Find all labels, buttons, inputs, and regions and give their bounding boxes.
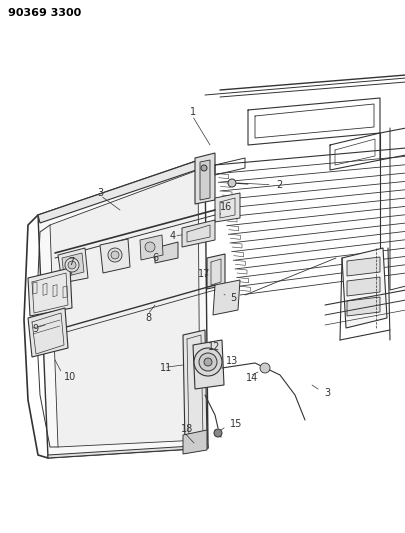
Text: 11: 11 <box>160 363 172 373</box>
Polygon shape <box>183 330 207 444</box>
Circle shape <box>228 179 235 187</box>
Text: 2: 2 <box>275 180 281 190</box>
Polygon shape <box>181 220 215 247</box>
Text: 10: 10 <box>64 372 76 382</box>
Text: 9: 9 <box>32 324 38 334</box>
Text: 6: 6 <box>151 253 158 263</box>
Polygon shape <box>155 242 177 263</box>
Circle shape <box>203 358 211 366</box>
Text: 3: 3 <box>97 188 103 198</box>
Polygon shape <box>38 158 205 223</box>
Polygon shape <box>48 445 207 458</box>
Text: 8: 8 <box>145 313 151 323</box>
Polygon shape <box>213 280 239 315</box>
Text: 3: 3 <box>323 388 329 398</box>
Text: 13: 13 <box>226 356 238 366</box>
Circle shape <box>194 348 222 376</box>
Circle shape <box>198 353 216 371</box>
Polygon shape <box>58 248 88 283</box>
Polygon shape <box>62 253 84 277</box>
Polygon shape <box>341 248 386 328</box>
Text: 1: 1 <box>190 107 196 117</box>
Polygon shape <box>50 170 200 447</box>
Polygon shape <box>192 340 224 389</box>
Circle shape <box>145 242 155 252</box>
Text: 16: 16 <box>220 202 232 212</box>
Polygon shape <box>38 158 207 458</box>
Polygon shape <box>346 297 379 316</box>
Text: 12: 12 <box>207 342 220 352</box>
Text: 7: 7 <box>68 257 74 267</box>
Polygon shape <box>28 268 72 316</box>
Polygon shape <box>346 277 379 296</box>
Polygon shape <box>28 308 68 357</box>
Polygon shape <box>140 235 162 260</box>
Circle shape <box>68 261 76 269</box>
Circle shape <box>111 251 119 259</box>
Circle shape <box>259 363 269 373</box>
Text: 4: 4 <box>170 231 176 241</box>
Polygon shape <box>183 430 207 454</box>
Polygon shape <box>346 257 379 276</box>
Text: 17: 17 <box>198 269 210 279</box>
Polygon shape <box>200 160 209 200</box>
Polygon shape <box>194 153 215 204</box>
Polygon shape <box>100 239 130 273</box>
Circle shape <box>65 258 79 272</box>
Polygon shape <box>215 193 239 222</box>
Circle shape <box>200 165 207 171</box>
Text: 14: 14 <box>245 373 258 383</box>
Text: 90369 3300: 90369 3300 <box>8 8 81 18</box>
Text: 15: 15 <box>230 419 242 429</box>
Circle shape <box>108 248 122 262</box>
Circle shape <box>213 429 222 437</box>
Text: 18: 18 <box>181 424 193 434</box>
Polygon shape <box>207 254 224 289</box>
Text: 5: 5 <box>230 293 236 303</box>
